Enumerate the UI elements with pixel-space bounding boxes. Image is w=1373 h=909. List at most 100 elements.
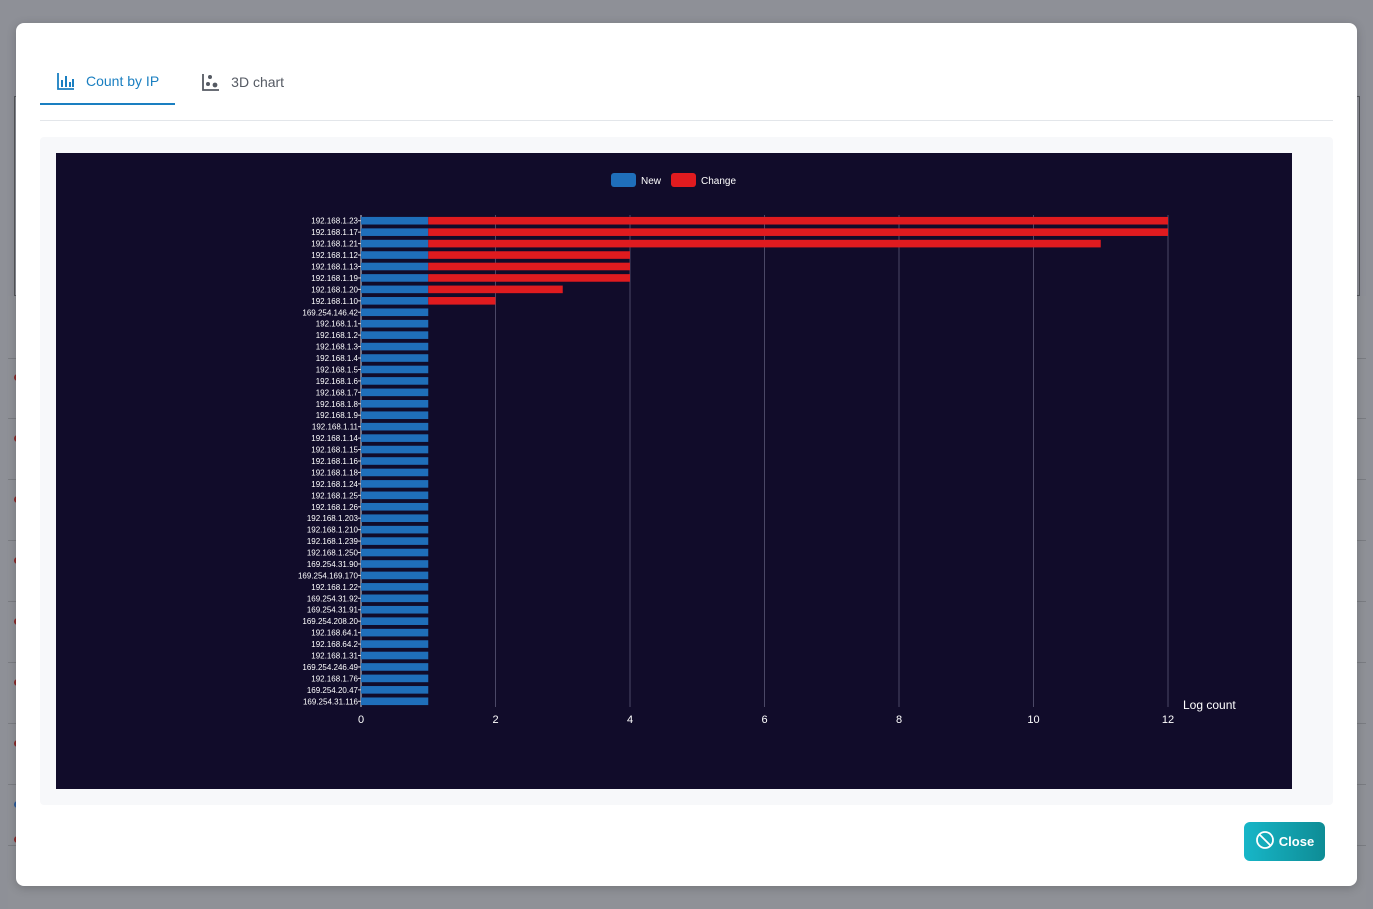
y-tick-label: 192.168.1.12 bbox=[311, 251, 358, 260]
bar-new bbox=[361, 308, 429, 317]
bar-new bbox=[361, 480, 429, 488]
y-tick-label: 169.254.31.90 bbox=[307, 560, 359, 569]
y-tick-label: 192.168.64.2 bbox=[311, 640, 358, 649]
bar-chart-icon bbox=[56, 71, 76, 91]
x-tick-label: 4 bbox=[627, 714, 633, 726]
bar-new bbox=[361, 365, 429, 374]
chart-card: 192.168.1.23 192.168.1.17 192.168.1.21 192.… bbox=[40, 137, 1333, 805]
bar-change bbox=[428, 262, 630, 271]
y-tick-label: 192.168.1.21 bbox=[311, 240, 358, 249]
y-tick-label: 192.168.1.14 bbox=[311, 434, 358, 443]
tab-count-by-ip-label: Count by IP bbox=[86, 73, 160, 89]
bar-new bbox=[361, 548, 429, 557]
bar-new bbox=[361, 354, 429, 362]
bar-new bbox=[361, 697, 429, 706]
y-tick-label: 192.168.1.25 bbox=[311, 491, 358, 500]
tab-count-by-ip[interactable]: Count by IP bbox=[40, 59, 176, 105]
y-tick-label: 192.168.1.20 bbox=[311, 285, 358, 294]
close-button[interactable]: Close bbox=[1244, 822, 1325, 861]
bar-new bbox=[361, 422, 429, 431]
bar-new bbox=[361, 399, 429, 408]
bar-new bbox=[361, 663, 429, 671]
close-button-label: Close bbox=[1278, 834, 1315, 849]
bar-new bbox=[361, 274, 429, 282]
y-tick-label: 192.168.1.18 bbox=[311, 468, 358, 477]
bar-new bbox=[361, 617, 429, 625]
y-tick-label: 192.168.1.23 bbox=[311, 217, 358, 226]
bar-new bbox=[361, 319, 429, 328]
y-tick-label: 169.254.31.91 bbox=[307, 606, 359, 615]
legend-swatch bbox=[611, 173, 636, 187]
ban-icon bbox=[1255, 830, 1275, 853]
legend-label: Change bbox=[701, 176, 736, 187]
x-tick-label: 12 bbox=[1162, 714, 1174, 726]
y-tick-label: 192.168.1.17 bbox=[311, 228, 358, 237]
bar-change bbox=[428, 285, 563, 294]
y-tick-label: 169.254.146.42 bbox=[302, 308, 358, 317]
bar-change bbox=[428, 228, 1168, 236]
y-tick-label: 192.168.1.4 bbox=[316, 354, 359, 363]
y-tick-label: 192.168.1.5 bbox=[316, 365, 359, 374]
y-tick-label: 192.168.1.6 bbox=[316, 377, 359, 386]
x-tick-label: 6 bbox=[761, 714, 767, 726]
bar-new bbox=[361, 686, 429, 694]
bar-new bbox=[361, 457, 429, 465]
y-tick-label: 192.168.1.15 bbox=[311, 446, 358, 455]
y-tick-label: 192.168.1.3 bbox=[316, 343, 359, 352]
tab-bar: Count by IP 3D chart bbox=[40, 59, 310, 121]
y-tick-label: 169.254.31.116 bbox=[303, 697, 359, 706]
y-tick-label: 192.168.1.203 bbox=[307, 514, 359, 523]
bar-new bbox=[361, 262, 429, 271]
bar-new bbox=[361, 331, 429, 339]
bar-new bbox=[361, 297, 429, 305]
y-tick-label: 192.168.1.239 bbox=[307, 537, 359, 546]
y-tick-label: 169.254.246.49 bbox=[302, 663, 358, 672]
y-tick-label: 192.168.1.31 bbox=[311, 652, 358, 661]
bar-new bbox=[361, 537, 429, 545]
bar-new bbox=[361, 583, 429, 591]
bar-new bbox=[361, 377, 429, 385]
legend-label: New bbox=[641, 176, 662, 187]
y-tick-label: 192.168.1.16 bbox=[311, 457, 358, 466]
bar-new bbox=[361, 525, 429, 534]
tab-divider bbox=[40, 120, 1333, 121]
y-tick-label: 192.168.1.19 bbox=[311, 274, 358, 283]
count-by-ip-chart: 192.168.1.23 192.168.1.17 192.168.1.21 192.… bbox=[298, 173, 1236, 726]
bar-new bbox=[361, 251, 429, 259]
y-tick-label: 192.168.64.1 bbox=[311, 629, 358, 638]
bar-change bbox=[428, 251, 630, 259]
bar-new bbox=[361, 628, 429, 637]
chart-modal: Count by IP 3D chart 192.168.1.23 192.168… bbox=[16, 23, 1357, 886]
y-tick-label: 192.168.1.8 bbox=[316, 400, 359, 409]
tab-3d-chart[interactable]: 3D chart bbox=[185, 59, 300, 105]
x-tick-label: 0 bbox=[358, 714, 364, 726]
bar-new bbox=[361, 674, 429, 683]
x-axis-label: Log count bbox=[1183, 698, 1236, 712]
y-tick-label: 192.168.1.13 bbox=[311, 262, 358, 271]
bar-change bbox=[428, 239, 1101, 248]
y-tick-label: 192.168.1.24 bbox=[311, 480, 358, 489]
bar-new bbox=[361, 239, 429, 248]
bar-new bbox=[361, 388, 429, 397]
x-tick-label: 2 bbox=[492, 714, 498, 726]
y-tick-label: 192.168.1.1 bbox=[316, 320, 359, 329]
bar-new bbox=[361, 594, 429, 603]
bar-new bbox=[361, 514, 429, 523]
y-tick-label: 192.168.1.10 bbox=[311, 297, 358, 306]
bar-new bbox=[361, 228, 429, 236]
bar-new bbox=[361, 468, 429, 477]
y-tick-label: 192.168.1.26 bbox=[311, 503, 358, 512]
x-tick-label: 8 bbox=[896, 714, 902, 726]
x-tick-label: 10 bbox=[1027, 714, 1039, 726]
bar-new bbox=[361, 285, 429, 294]
y-tick-label: 192.168.1.7 bbox=[316, 388, 359, 397]
bar-new bbox=[361, 216, 429, 225]
bar-new bbox=[361, 434, 429, 442]
bar-new bbox=[361, 560, 429, 568]
bar-change bbox=[428, 297, 496, 305]
chart-area: 192.168.1.23 192.168.1.17 192.168.1.21 192.… bbox=[56, 153, 1292, 789]
y-tick-label: 192.168.1.9 bbox=[316, 411, 359, 420]
bar-new bbox=[361, 651, 429, 660]
y-tick-label: 192.168.1.11 bbox=[312, 423, 359, 432]
y-tick-label: 169.254.208.20 bbox=[302, 617, 358, 626]
